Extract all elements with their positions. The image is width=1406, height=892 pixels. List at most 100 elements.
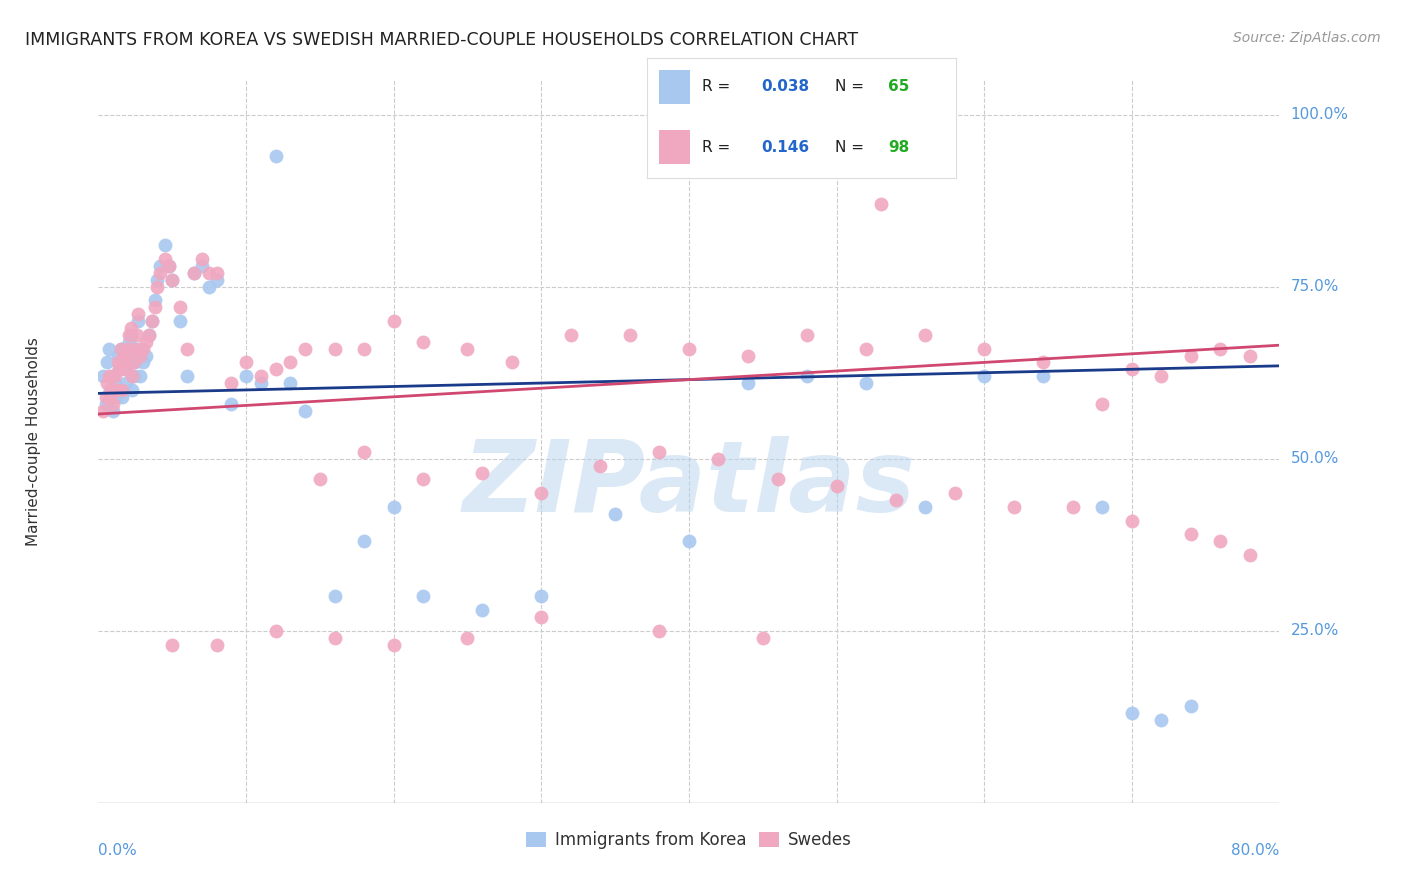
Point [103, 403, 125, 417]
Point [94, 390, 117, 404]
Point [323, 631, 346, 645]
Point [94, 397, 117, 411]
Point [104, 369, 127, 384]
Point [117, 349, 139, 363]
Point [1121, 362, 1143, 376]
Point [183, 266, 205, 280]
Point [103, 397, 125, 411]
Point [183, 266, 205, 280]
Point [1091, 397, 1114, 411]
Point [221, 397, 243, 411]
Point [176, 342, 198, 356]
Point [943, 486, 966, 500]
Point [796, 369, 818, 384]
Point [118, 327, 141, 342]
Point [162, 638, 183, 652]
Point [105, 383, 128, 397]
Point [114, 362, 136, 376]
Point [121, 383, 143, 397]
Point [737, 376, 759, 390]
Point [648, 445, 671, 459]
Point [127, 314, 149, 328]
Point [157, 259, 180, 273]
Text: 0.038: 0.038 [761, 79, 810, 95]
Point [132, 342, 155, 356]
Text: 50.0%: 50.0% [1291, 451, 1339, 467]
Point [205, 638, 228, 652]
Text: 80.0%: 80.0% [1232, 843, 1279, 857]
Point [122, 369, 145, 384]
Point [530, 610, 553, 624]
Point [353, 342, 375, 356]
Point [114, 349, 136, 363]
Point [143, 301, 166, 315]
Point [870, 197, 893, 211]
Point [110, 342, 132, 356]
Point [105, 390, 128, 404]
Point [127, 307, 149, 321]
Point [117, 342, 139, 356]
Text: N =: N = [835, 139, 869, 154]
Text: ZIPatlas: ZIPatlas [463, 436, 915, 533]
Text: R =: R = [703, 79, 735, 95]
Point [135, 349, 157, 363]
Point [1180, 349, 1202, 363]
Point [100, 383, 122, 397]
Point [412, 334, 434, 349]
Point [153, 238, 176, 252]
Point [353, 445, 375, 459]
Point [125, 342, 148, 356]
Text: 65: 65 [889, 79, 910, 95]
Point [191, 259, 214, 273]
Bar [659, 70, 690, 103]
Point [323, 590, 346, 604]
Point [143, 293, 166, 308]
Point [737, 349, 759, 363]
Point [914, 500, 936, 514]
Point [1180, 527, 1202, 541]
Point [108, 362, 131, 376]
Point [157, 259, 180, 273]
Point [125, 327, 148, 342]
Point [1180, 699, 1202, 714]
Point [169, 301, 191, 315]
Point [1121, 514, 1143, 528]
Point [176, 369, 198, 384]
Point [120, 327, 142, 342]
Point [96, 376, 118, 390]
Point [108, 362, 131, 376]
Point [323, 342, 346, 356]
Point [162, 273, 183, 287]
Point [124, 342, 146, 356]
Text: Source: ZipAtlas.com: Source: ZipAtlas.com [1233, 31, 1381, 45]
Text: 100.0%: 100.0% [1291, 107, 1348, 122]
Text: Married-couple Households: Married-couple Households [25, 337, 41, 546]
Point [973, 369, 995, 384]
Point [115, 362, 138, 376]
Point [198, 279, 221, 293]
Point [250, 376, 273, 390]
Point [619, 327, 641, 342]
Point [128, 349, 150, 363]
Point [111, 383, 134, 397]
Point [605, 507, 627, 521]
Point [111, 390, 134, 404]
Point [235, 355, 257, 369]
Point [471, 466, 494, 480]
Text: IMMIGRANTS FROM KOREA VS SWEDISH MARRIED-COUPLE HOUSEHOLDS CORRELATION CHART: IMMIGRANTS FROM KOREA VS SWEDISH MARRIED… [25, 31, 859, 49]
Point [264, 149, 287, 163]
Point [1002, 500, 1025, 514]
Point [471, 603, 494, 617]
Point [98, 383, 121, 397]
Point [973, 342, 995, 356]
Point [280, 376, 302, 390]
Point [1239, 349, 1261, 363]
Point [855, 342, 877, 356]
Point [589, 458, 612, 473]
Point [221, 376, 243, 390]
Point [560, 327, 582, 342]
Point [1150, 713, 1173, 727]
Point [115, 376, 138, 390]
Point [153, 252, 176, 267]
Text: 25.0%: 25.0% [1291, 624, 1339, 639]
